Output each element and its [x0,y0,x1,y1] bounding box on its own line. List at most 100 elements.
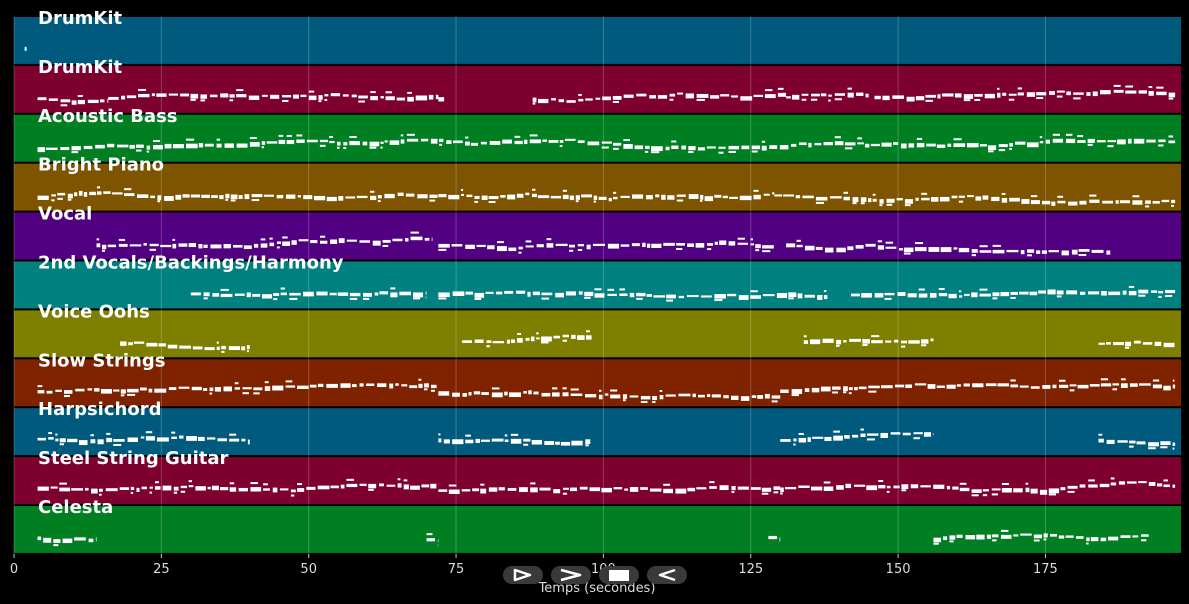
note-mark [578,98,584,102]
note-mark [874,95,881,100]
note-mark [278,134,284,137]
play-button[interactable] [503,566,543,584]
note-mark [1141,534,1149,537]
note-mark [860,197,867,203]
note-mark [370,190,375,193]
note-mark [474,297,482,300]
note-mark [613,142,622,146]
note-mark [211,485,219,491]
note-mark [138,93,150,98]
track-label: Voice Oohs [38,301,150,322]
note-mark [562,387,567,390]
note-mark [657,95,668,99]
note-mark [908,340,920,344]
note-mark [651,151,660,154]
note-mark [807,437,811,442]
note-mark [108,96,119,100]
note-mark [751,395,757,398]
note-mark [865,243,876,247]
note-mark [413,297,421,300]
note-mark [982,195,989,200]
note-mark [518,246,523,250]
note-mark [783,194,795,197]
note-mark [438,433,441,436]
note-mark [279,488,289,491]
note-mark [319,144,326,147]
note-mark [180,490,186,493]
note-mark [1172,379,1175,382]
note-mark [1049,91,1055,95]
note-mark [1008,93,1017,96]
note-mark [951,195,958,199]
note-mark [209,387,214,392]
note-mark [926,143,936,147]
note-mark [843,191,848,194]
note-mark [676,199,684,202]
note-mark [1089,194,1097,197]
note-mark [1043,538,1047,541]
note-mark [130,491,134,494]
note-mark [263,483,268,486]
note-mark [1045,139,1050,144]
note-mark [832,391,839,394]
note-mark [229,438,240,442]
note-mark [101,244,107,250]
note-mark [903,247,914,253]
rewind-button[interactable] [647,566,687,584]
note-mark [160,244,172,248]
note-mark [581,194,592,198]
note-mark [45,147,58,150]
note-mark [671,145,679,149]
note-mark [798,437,807,443]
note-mark [979,144,987,147]
note-mark [764,393,770,399]
note-mark [94,388,100,392]
note-mark [220,487,229,491]
note-mark [802,195,814,199]
note-mark [788,292,797,298]
note-mark [37,486,49,491]
note-mark [438,97,445,102]
note-mark [1125,341,1132,347]
note-mark [843,391,847,394]
note-mark [598,196,607,200]
note-mark [1171,199,1176,204]
note-mark [1026,92,1036,97]
note-mark [474,339,484,343]
note-mark [438,243,450,248]
rewind-icon [658,568,676,582]
note-mark [731,486,736,491]
note-mark [324,94,329,97]
note-mark [99,488,103,492]
stop-button[interactable] [599,566,639,584]
note-mark [149,491,152,494]
note-mark [1100,378,1109,381]
note-mark [1029,291,1038,296]
note-mark [541,341,549,344]
note-mark [308,90,315,93]
note-mark [168,387,177,391]
note-mark [927,384,936,389]
note-mark [872,198,877,202]
note-mark [418,378,422,381]
notes-layer [24,46,1176,547]
note-mark [1010,384,1019,388]
note-mark [461,340,473,343]
note-mark [97,439,104,445]
note-mark [1013,534,1019,537]
note-mark [48,98,58,101]
note-mark [146,342,158,347]
note-mark [865,143,870,148]
note-mark [921,339,929,344]
note-mark [528,390,532,395]
note-mark [1148,442,1159,447]
note-mark [78,190,83,196]
note-mark [385,96,395,101]
note-mark [516,290,526,294]
note-mark [555,441,560,445]
note-mark [234,293,245,296]
fast-forward-button[interactable] [551,566,591,584]
note-mark [216,143,222,148]
note-mark [349,297,358,300]
note-mark [113,438,125,442]
